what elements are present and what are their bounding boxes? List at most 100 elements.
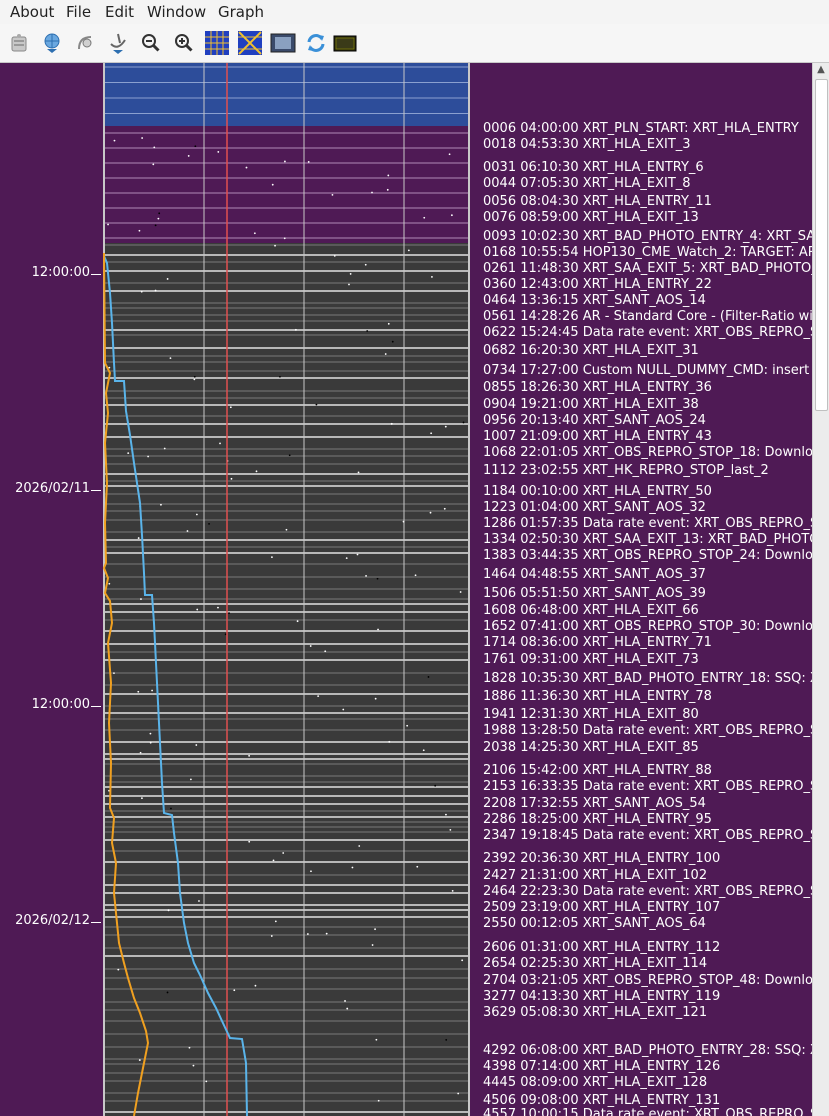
event-label[interactable]: 2153 16:33:35 Data rate event: XRT_OBS_R… [483, 779, 829, 794]
event-label[interactable]: 2286 18:25:00 XRT_HLA_ENTRY_95 [483, 812, 712, 827]
event-label[interactable]: 2392 20:36:30 XRT_HLA_ENTRY_100 [483, 851, 721, 866]
star-dot [192, 1064, 195, 1067]
event-label[interactable]: 3277 04:13:30 XRT_HLA_ENTRY_119 [483, 989, 721, 1004]
event-label[interactable]: 1828 10:35:30 XRT_BAD_PHOTO_ENTRY_18: SS… [483, 671, 829, 686]
event-label[interactable]: 0006 04:00:00 XRT_PLN_START: XRT_HLA_ENT… [483, 121, 799, 136]
timeline-view[interactable]: 12:00:00 2026/02/11 12:00:00 2026/02/12 000… [0, 63, 829, 1116]
star-dot [457, 1092, 460, 1095]
event-label[interactable]: 4506 09:08:00 XRT_HLA_ENTRY_131 [483, 1093, 721, 1108]
event-label[interactable]: 0168 10:55:54 HOP130_CME_Watch_2: TARGET… [483, 245, 817, 260]
event-label[interactable]: 1506 05:51:50 XRT_SANT_AOS_39 [483, 586, 706, 601]
antenna-icon[interactable] [105, 30, 131, 56]
event-label[interactable]: 1714 08:36:00 XRT_HLA_ENTRY_71 [483, 635, 712, 650]
event-label[interactable]: 4557 10:00:15 Data rate event: XRT_OBS_R… [483, 1107, 829, 1116]
event-label[interactable]: 1286 01:57:35 Data rate event: XRT_OBS_R… [483, 516, 829, 531]
film-icon[interactable] [270, 30, 296, 56]
event-label[interactable]: 1886 11:36:30 XRT_HLA_ENTRY_78 [483, 689, 712, 704]
event-label[interactable]: 2654 02:25:30 XRT_HLA_EXIT_114 [483, 956, 708, 971]
event-label[interactable]: 0956 20:13:40 XRT_SANT_AOS_24 [483, 413, 706, 428]
satellite-icon[interactable] [72, 30, 98, 56]
event-label[interactable]: 0855 18:26:30 XRT_HLA_ENTRY_36 [483, 380, 712, 395]
event-label[interactable]: 1068 22:01:05 XRT_OBS_REPRO_STOP_18: Dow… [483, 445, 829, 460]
star-dot [377, 1099, 380, 1102]
event-label[interactable]: 0076 08:59:00 XRT_HLA_EXIT_13 [483, 210, 699, 225]
blue-curve [103, 255, 248, 1116]
star-dot [344, 1000, 346, 1002]
star-dot [310, 870, 312, 873]
zoom-out-icon[interactable] [138, 30, 164, 56]
time-axis-label: 2026/02/11 [15, 481, 90, 496]
star-dot [193, 375, 196, 378]
scroll-up-arrow-icon[interactable]: ▲ [817, 64, 825, 75]
event-label[interactable]: 1223 01:04:00 XRT_SANT_AOS_32 [483, 500, 706, 515]
star-dot [461, 959, 464, 962]
globe-download-icon[interactable] [39, 30, 65, 56]
server-icon[interactable] [6, 30, 32, 56]
purple-band [104, 126, 470, 243]
refresh-icon[interactable] [303, 30, 329, 56]
event-label[interactable]: 0622 15:24:45 Data rate event: XRT_OBS_R… [483, 325, 829, 340]
star-dot [195, 744, 198, 746]
event-label[interactable]: 2208 17:32:55 XRT_SANT_AOS_54 [483, 796, 706, 811]
event-label[interactable]: 2464 22:23:30 Data rate event: XRT_OBS_R… [483, 884, 829, 899]
event-label[interactable]: 2038 14:25:30 XRT_HLA_EXIT_85 [483, 740, 699, 755]
event-label[interactable]: 0261 11:48:30 XRT_SAA_EXIT_5: XRT_BAD_PH… [483, 261, 829, 276]
event-label[interactable]: 1988 13:28:50 Data rate event: XRT_OBS_R… [483, 723, 829, 738]
event-label[interactable]: 1464 04:48:55 XRT_SANT_AOS_37 [483, 567, 706, 582]
event-label[interactable]: 2550 00:12:05 XRT_SANT_AOS_64 [483, 916, 706, 931]
menu-window[interactable]: Window [147, 3, 207, 21]
grid-icon[interactable] [204, 30, 230, 56]
menu-about[interactable]: About [10, 3, 55, 21]
event-label[interactable]: 1112 23:02:55 XRT_HK_REPRO_STOP_last_2 [483, 463, 769, 478]
event-label[interactable]: 2509 23:19:00 XRT_HLA_ENTRY_107 [483, 900, 721, 915]
timeline-plot[interactable] [102, 63, 471, 1116]
event-label[interactable]: 4445 08:09:00 XRT_HLA_EXIT_128 [483, 1075, 708, 1090]
star-dot [170, 807, 172, 810]
display-icon[interactable] [332, 30, 358, 56]
star-dot [429, 511, 432, 514]
event-label[interactable]: 1941 12:31:30 XRT_HLA_EXIT_80 [483, 707, 699, 722]
menu-file[interactable]: File [66, 3, 92, 21]
event-label[interactable]: 0682 16:20:30 XRT_HLA_EXIT_31 [483, 343, 699, 358]
event-label[interactable]: 0031 06:10:30 XRT_HLA_ENTRY_6 [483, 160, 704, 175]
event-label[interactable]: 2704 03:21:05 XRT_OBS_REPRO_STOP_48: Dow… [483, 973, 829, 988]
event-label[interactable]: 0093 10:02:30 XRT_BAD_PHOTO_ENTRY_4: XRT… [483, 229, 829, 244]
event-label[interactable]: 0044 07:05:30 XRT_HLA_EXIT_8 [483, 176, 691, 191]
event-label[interactable]: 2427 21:31:00 XRT_HLA_EXIT_102 [483, 868, 708, 883]
event-label[interactable]: 3629 05:08:30 XRT_HLA_EXIT_121 [483, 1005, 708, 1020]
event-label[interactable]: 1608 06:48:00 XRT_HLA_EXIT_66 [483, 603, 699, 618]
event-label[interactable]: 1184 00:10:00 XRT_HLA_ENTRY_50 [483, 484, 712, 499]
event-label[interactable]: 4398 07:14:00 XRT_HLA_ENTRY_126 [483, 1059, 721, 1074]
event-label[interactable]: 1383 03:44:35 XRT_OBS_REPRO_STOP_24: Dow… [483, 548, 829, 563]
event-label[interactable]: 0561 14:28:26 AR - Standard Core - (Filt… [483, 309, 829, 324]
event-label[interactable]: 1652 07:41:00 XRT_OBS_REPRO_STOP_30: Dow… [483, 619, 829, 634]
event-label[interactable]: 1007 21:09:00 XRT_HLA_ENTRY_43 [483, 429, 712, 444]
event-label[interactable]: 0904 19:21:00 XRT_HLA_EXIT_38 [483, 397, 699, 412]
star-dot [230, 477, 233, 480]
event-label[interactable]: 2347 19:18:45 Data rate event: XRT_OBS_R… [483, 828, 829, 843]
event-label[interactable]: 0360 12:43:00 XRT_HLA_ENTRY_22 [483, 277, 712, 292]
star-dot [117, 968, 120, 971]
menu-graph[interactable]: Graph [218, 3, 265, 21]
event-label[interactable]: 1761 09:31:00 XRT_HLA_EXIT_73 [483, 652, 699, 667]
event-label[interactable]: 0018 04:53:30 XRT_HLA_EXIT_3 [483, 137, 691, 152]
event-label[interactable]: 0056 08:04:30 XRT_HLA_ENTRY_11 [483, 194, 712, 209]
event-label[interactable]: 2106 15:42:00 XRT_HLA_ENTRY_88 [483, 763, 712, 778]
event-label[interactable]: 4292 06:08:00 XRT_BAD_PHOTO_ENTRY_28: SS… [483, 1043, 829, 1058]
vertical-scrollbar[interactable]: ▲ [812, 63, 829, 1116]
event-label[interactable]: 0464 13:36:15 XRT_SANT_AOS_14 [483, 293, 706, 308]
event-label[interactable]: 0734 17:27:00 Custom NULL_DUMMY_CMD: ins… [483, 363, 829, 378]
menu-edit[interactable]: Edit [105, 3, 135, 21]
star-dot [158, 212, 161, 215]
grid-cross-icon[interactable] [237, 30, 263, 56]
time-axis-label: 12:00:00 [31, 265, 90, 280]
star-dot [194, 145, 197, 148]
star-dot [333, 254, 336, 257]
event-label[interactable]: 1334 02:50:30 XRT_SAA_EXIT_13: XRT_BAD_P… [483, 532, 829, 547]
event-label[interactable]: 2606 01:31:00 XRT_HLA_ENTRY_112 [483, 940, 721, 955]
scrollbar-thumb[interactable] [815, 79, 828, 411]
star-dot [445, 1038, 448, 1041]
star-dot [377, 628, 379, 631]
star-dot [427, 676, 430, 678]
zoom-in-icon[interactable] [171, 30, 197, 56]
